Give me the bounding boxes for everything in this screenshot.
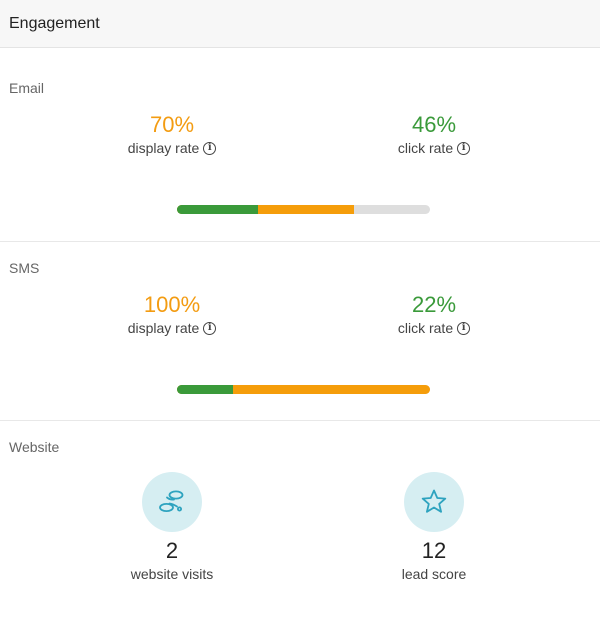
info-icon[interactable]: i [457,141,471,155]
sms-display-bar-fill [177,385,430,394]
star-icon [404,472,464,532]
section-label-website: Website [9,439,60,455]
email-display-metric: 70% display rate i [87,112,257,158]
email-section: Email 70% display rate i 46% click rate … [0,48,600,242]
website-section: Website 2 website visits 12 lead score [0,421,600,626]
lead-score-stat: 12 lead score [349,472,519,582]
email-click-bar-fill [177,205,259,214]
click-rate-text: click rate [397,140,454,156]
sms-click-rate-value: 22% [411,292,457,317]
email-display-rate-label: display rate i [128,140,217,156]
display-rate-text: display rate [127,140,200,156]
panel-header: Engagement [0,0,600,48]
website-visits-count: 2 [165,538,179,563]
display-rate-text: display rate [127,320,200,336]
panel-title: Engagement [9,14,100,32]
sms-rate-bar [177,385,430,394]
section-label-sms: SMS [9,260,40,276]
website-visits-label: website visits [130,566,214,582]
sms-click-metric: 22% click rate i [349,292,519,338]
lead-score-label: lead score [401,566,467,582]
sms-display-rate-value: 100% [143,292,201,317]
click-rate-text: click rate [397,320,454,336]
sms-section: SMS 100% display rate i 22% click rate i [0,242,600,421]
sms-click-bar-fill [177,385,233,394]
email-click-metric: 46% click rate i [349,112,519,158]
website-visits-stat: 2 website visits [87,472,257,582]
email-display-rate-value: 70% [149,112,195,137]
info-icon[interactable]: i [203,321,217,335]
sms-display-rate-label: display rate i [128,320,217,336]
footprints-icon [142,472,202,532]
email-rate-bar [177,205,430,214]
sms-click-rate-label: click rate i [397,320,471,336]
email-click-rate-label: click rate i [397,140,471,156]
sms-display-metric: 100% display rate i [87,292,257,338]
lead-score-value: 12 [421,538,447,563]
section-label-email: Email [9,80,45,96]
info-icon[interactable]: i [457,321,471,335]
email-display-bar-fill [177,205,355,214]
email-click-rate-value: 46% [411,112,457,137]
info-icon[interactable]: i [203,141,217,155]
